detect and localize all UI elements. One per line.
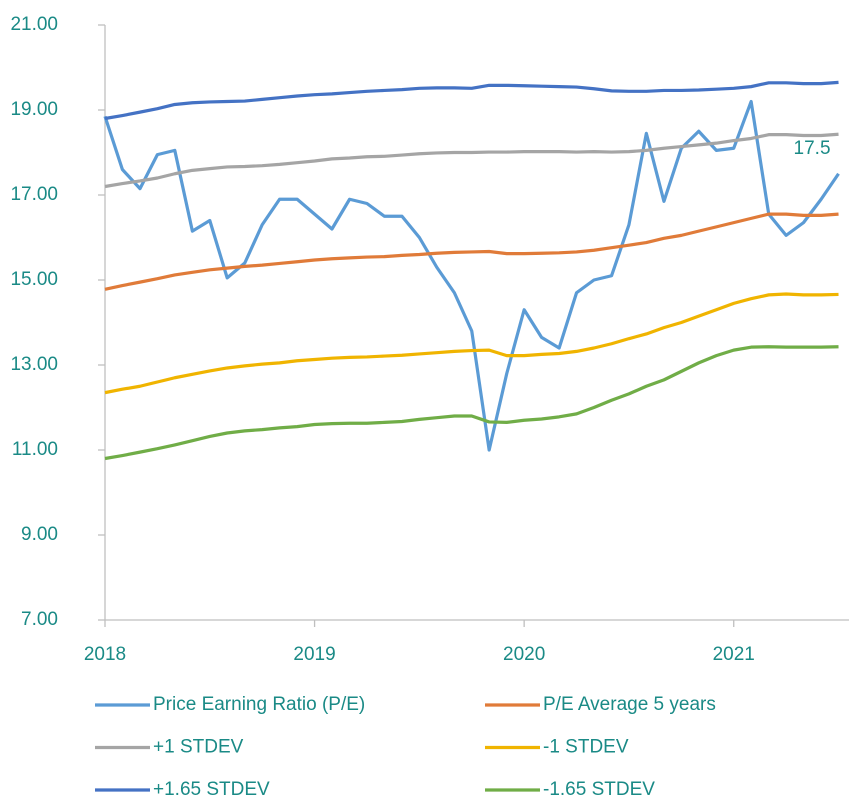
x-tick-label: 2019	[293, 644, 335, 665]
y-tick-label: 19.00	[10, 99, 58, 120]
x-tick-label: 2018	[84, 644, 126, 665]
y-tick-label: 13.00	[10, 354, 58, 375]
legend-label: -1.65 STDEV	[543, 779, 655, 800]
legend-label: Price Earning Ratio (P/E)	[153, 694, 365, 715]
y-tick-label: 7.00	[21, 609, 58, 630]
data-label: 17.5	[794, 138, 831, 159]
series-line	[104, 292, 839, 395]
legend-label: -1 STDEV	[543, 737, 629, 758]
series-line	[104, 132, 839, 189]
series-line	[103, 99, 840, 452]
x-tick-label: 2021	[713, 644, 755, 665]
series-line	[104, 345, 839, 461]
y-tick-label: 17.00	[10, 184, 58, 205]
y-tick-label: 21.00	[10, 14, 58, 35]
legend-label: P/E Average 5 years	[543, 694, 716, 715]
legend-label: +1 STDEV	[153, 737, 244, 758]
series-line	[104, 80, 839, 121]
y-tick-label: 15.00	[10, 269, 58, 290]
y-tick-label: 11.00	[12, 439, 58, 460]
x-tick-label: 2020	[503, 644, 545, 665]
legend-label: +1.65 STDEV	[153, 779, 270, 800]
series-line	[104, 212, 839, 291]
y-tick-label: 9.00	[21, 524, 58, 545]
